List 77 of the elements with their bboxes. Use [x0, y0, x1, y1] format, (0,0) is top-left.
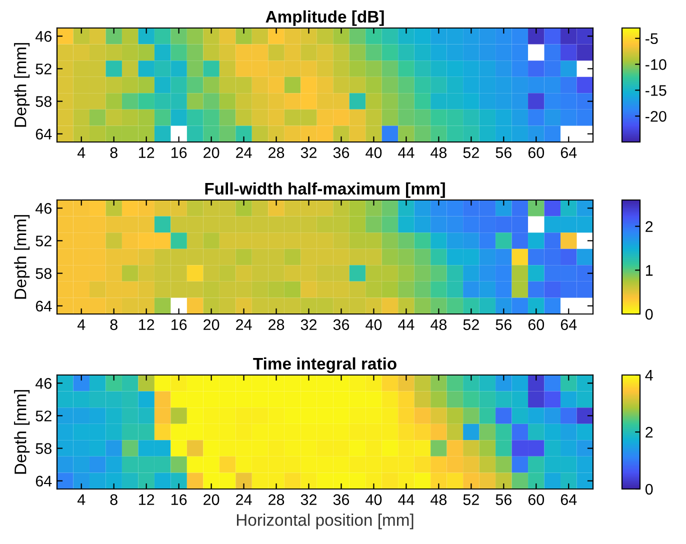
- y-tick-label: 64: [36, 476, 52, 487]
- x-tick-label: 32: [300, 319, 316, 330]
- x-tick-label: 28: [268, 319, 284, 330]
- x-tick-label: 52: [463, 494, 479, 506]
- x-tick-label: 56: [496, 494, 512, 506]
- x-tick-label: 28: [268, 147, 284, 158]
- x-tick-label: 8: [110, 494, 118, 506]
- x-tick-label: 12: [139, 147, 154, 158]
- x-tick-label: 4: [77, 319, 86, 330]
- x-tick-label: 12: [139, 494, 154, 505]
- x-tick-label: 36: [333, 494, 350, 506]
- y-tick-label: 58: [36, 96, 52, 107]
- x-tick-label: 64: [560, 319, 577, 330]
- x-tick-label: 4: [77, 147, 86, 158]
- x-tick-label: 44: [398, 319, 414, 330]
- x-tick-label: 40: [366, 319, 382, 330]
- y-tick-label: 52: [36, 236, 52, 246]
- x-tick-label: 8: [110, 147, 118, 158]
- color-bar-label: -20: [646, 110, 666, 122]
- x-tick-label: 64: [560, 147, 577, 158]
- x-tick-label: 56: [496, 147, 512, 158]
- color-bar-label: 4: [645, 370, 653, 381]
- x-tick-label: 64: [560, 494, 577, 506]
- x-tick-label: 8: [110, 319, 118, 330]
- y-axis-title: Depth [mm]: [14, 43, 30, 127]
- chart-title: Time integral ratio: [253, 357, 396, 373]
- x-tick-label: 16: [171, 494, 187, 506]
- y-tick-label: 64: [36, 128, 52, 140]
- x-tick-label: 52: [463, 147, 479, 158]
- x-tick-label: 36: [333, 319, 350, 330]
- x-tick-label: 32: [300, 494, 316, 506]
- y-tick-label: 58: [36, 443, 52, 454]
- y-axis-title: Depth [mm]: [14, 215, 30, 299]
- y-tick-label: 52: [36, 410, 52, 422]
- y-tick-label: 64: [36, 300, 52, 312]
- x-tick-label: 60: [528, 319, 544, 330]
- color-bar-label: 0: [645, 308, 653, 320]
- chart-title: Amplitude [dB]: [266, 10, 384, 26]
- color-bar-label: 0: [645, 484, 653, 495]
- x-tick-label: 40: [366, 147, 382, 158]
- x-tick-label: 48: [430, 494, 447, 506]
- x-tick-label: 16: [171, 319, 187, 330]
- y-tick-label: 52: [36, 64, 52, 74]
- x-tick-label: 52: [463, 319, 479, 330]
- color-bar-label: 2: [646, 221, 653, 232]
- x-tick-label: 48: [430, 147, 447, 158]
- x-tick-label: 16: [171, 147, 187, 158]
- color-bar-label: -15: [646, 85, 666, 96]
- x-tick-label: 56: [496, 319, 512, 330]
- x-tick-label: 24: [236, 494, 252, 505]
- x-tick-label: 44: [398, 147, 414, 158]
- color-bar-label: -5: [646, 33, 658, 44]
- x-tick-label: 44: [398, 494, 414, 505]
- x-tick-label: 4: [77, 494, 86, 505]
- color-bar-label: 2: [646, 426, 653, 438]
- y-tick-label: 58: [36, 268, 52, 279]
- y-tick-label: 46: [36, 378, 52, 389]
- y-tick-label: 46: [36, 203, 52, 214]
- x-tick-label: 40: [366, 494, 382, 506]
- x-tick-label: 20: [204, 147, 220, 158]
- x-tick-label: 28: [268, 494, 284, 506]
- x-tick-label: 60: [528, 147, 544, 158]
- chart-title: Full-width half-maximum [mm]: [205, 182, 445, 198]
- color-bar-label: 1: [646, 265, 653, 276]
- x-tick-label: 32: [300, 147, 316, 158]
- x-tick-label: 60: [528, 494, 544, 506]
- x-tick-label: 20: [204, 319, 220, 330]
- x-tick-label: 48: [430, 319, 447, 330]
- x-tick-label: 12: [139, 319, 154, 330]
- color-bar-label: -10: [646, 59, 666, 70]
- x-tick-label: 36: [333, 147, 350, 158]
- y-tick-label: 46: [36, 31, 52, 42]
- x-tick-label: 20: [204, 494, 220, 506]
- x-tick-label: 24: [236, 147, 252, 158]
- x-tick-label: 24: [236, 319, 252, 330]
- y-axis-title: Depth [mm]: [14, 390, 30, 474]
- x-axis-title: Horizontal position [mm]: [236, 514, 414, 530]
